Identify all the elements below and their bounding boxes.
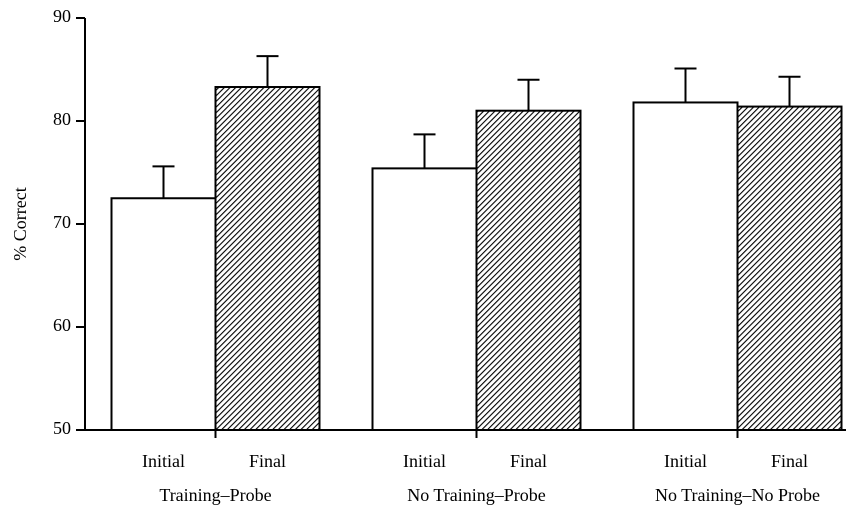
series-label: Initial: [664, 451, 707, 471]
bar: [371, 167, 478, 431]
category-label: No Training–Probe: [407, 485, 546, 505]
bar: [736, 105, 843, 432]
bar: [214, 86, 321, 431]
y-tick-label: 50: [53, 418, 71, 438]
category-label: No Training–No Probe: [655, 485, 820, 505]
bar: [475, 109, 582, 431]
bar: [110, 197, 217, 431]
y-tick-label: 70: [53, 212, 71, 232]
series-label: Initial: [403, 451, 446, 471]
series-label: Final: [771, 451, 808, 471]
y-axis-label: % Correct: [10, 187, 30, 260]
y-tick-label: 60: [53, 315, 71, 335]
series-label: Initial: [142, 451, 185, 471]
category-label: Training–Probe: [159, 485, 271, 505]
y-tick-label: 80: [53, 109, 71, 129]
series-label: Final: [249, 451, 286, 471]
bar: [632, 101, 739, 432]
series-label: Final: [510, 451, 547, 471]
y-tick-label: 90: [53, 6, 71, 26]
